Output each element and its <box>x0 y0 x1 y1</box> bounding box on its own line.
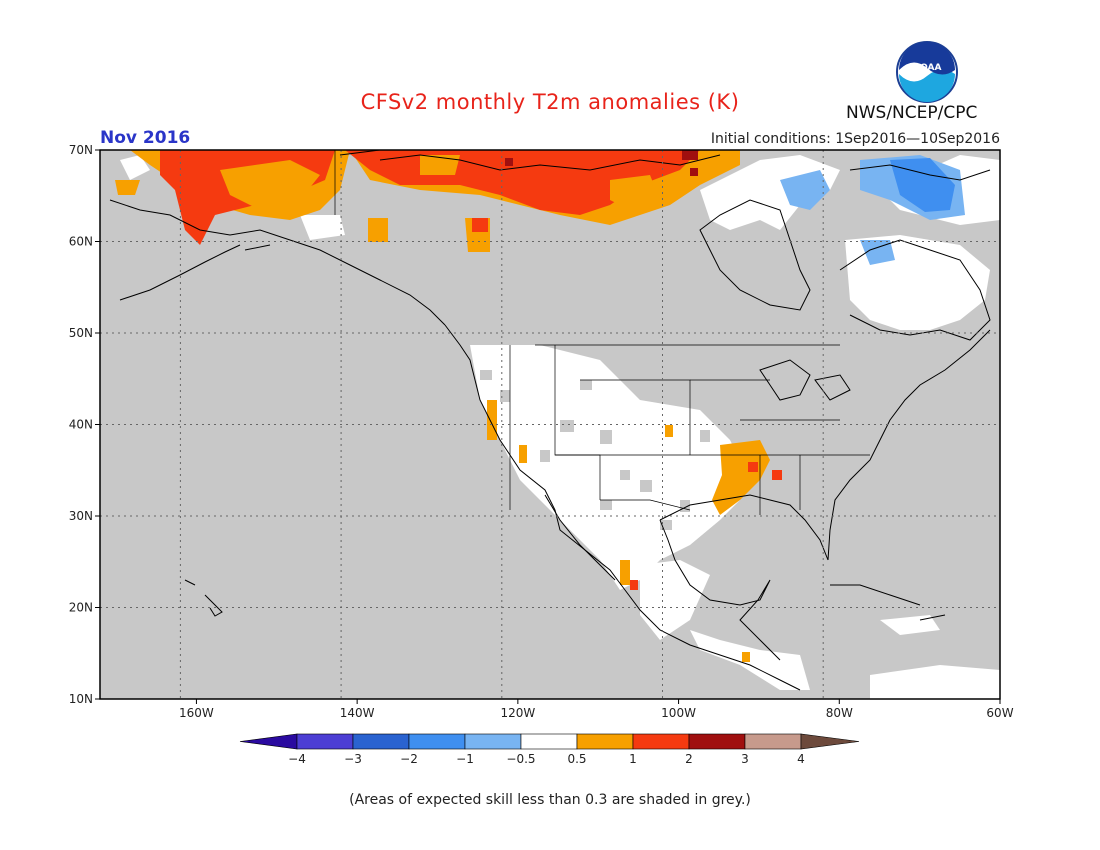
lon-label: 60W <box>986 706 1013 720</box>
colorbar-max-arrow <box>800 733 860 750</box>
lat-label: 70N <box>69 143 93 157</box>
colorbar-label: 0.5 <box>567 752 586 766</box>
lon-label: 140W <box>340 706 375 720</box>
lat-label: 60N <box>69 235 93 249</box>
lat-label: 50N <box>69 326 93 340</box>
colorbar-label: 4 <box>797 752 805 766</box>
colorbar-label: 3 <box>741 752 749 766</box>
lon-label: 120W <box>500 706 535 720</box>
initial-conditions: Initial conditions: 1Sep2016—10Sep2016 <box>710 131 1000 147</box>
colorbar-swatch <box>744 733 802 750</box>
colorbar-label: 1 <box>629 752 637 766</box>
colorbar-swatch <box>632 733 690 750</box>
colorbar-label: −2 <box>400 752 418 766</box>
anomaly-shading <box>100 150 1000 699</box>
graticule <box>100 150 1000 699</box>
forecast-period: Nov 2016 <box>100 128 191 148</box>
colorbar-swatch <box>688 733 746 750</box>
lon-label: 100W <box>661 706 696 720</box>
colorbar-label: −1 <box>456 752 474 766</box>
lat-label: 40N <box>69 418 93 432</box>
lon-label: 160W <box>179 706 214 720</box>
colorbar-swatch <box>296 733 354 750</box>
colorbar-swatch <box>520 733 578 750</box>
lat-label: 10N <box>69 692 93 706</box>
coastlines <box>109 150 991 691</box>
chart-title: CFSv2 monthly T2m anomalies (K) <box>360 90 740 114</box>
longitude-axis: 160W 140W 120W 100W 80W 60W <box>179 699 1014 720</box>
colorbar-swatch <box>352 733 410 750</box>
colorbar-label: −4 <box>288 752 306 766</box>
colorbar-swatch <box>464 733 522 750</box>
political-borders <box>334 150 870 515</box>
colorbar-label: −3 <box>344 752 362 766</box>
lon-label: 80W <box>826 706 853 720</box>
colorbar-min-arrow <box>239 733 298 750</box>
lat-label: 20N <box>69 601 93 615</box>
colorbar-label: −0.5 <box>506 752 535 766</box>
latitude-axis: 70N 60N 50N 40N 30N 20N 10N <box>69 143 100 706</box>
colorbar-swatch <box>576 733 634 750</box>
colorbar-label: 2 <box>685 752 693 766</box>
colorbar-swatch <box>408 733 466 750</box>
svg-text:NOAA: NOAA <box>913 63 942 73</box>
noaa-logo-icon: NOAA <box>896 41 958 103</box>
agency-label: NWS/NCEP/CPC <box>846 103 978 123</box>
colorbar: −4 −3 −2 −1 −0.5 0.5 1 2 3 4 <box>239 733 860 766</box>
skill-footnote: (Areas of expected skill less than 0.3 a… <box>349 792 751 808</box>
lat-label: 30N <box>69 509 93 523</box>
